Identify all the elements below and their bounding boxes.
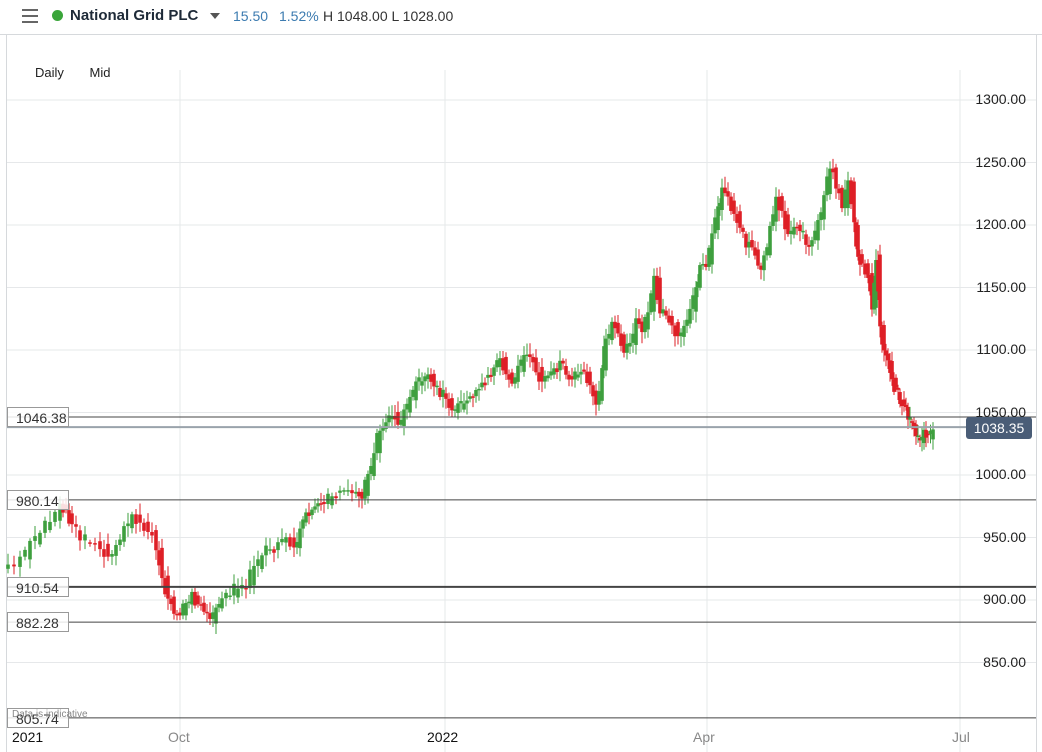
y-axis-tick-label: 950.00 <box>983 528 1026 545</box>
y-axis-tick-label: 1100.00 <box>976 341 1026 357</box>
disclaimer: Data is indicative <box>12 709 88 720</box>
chart-controls: Daily Mid <box>35 65 132 80</box>
price-change-percent: 1.52% <box>279 8 319 24</box>
interval-selector[interactable]: Daily <box>35 65 64 80</box>
x-axis-tick-label: Oct <box>168 729 190 745</box>
market-status-dot-icon <box>52 10 63 21</box>
y-axis-tick-label: 900.00 <box>983 591 1026 607</box>
horizontal-line-label[interactable]: 910.54 <box>7 576 69 597</box>
instrument-dropdown-caret-icon[interactable] <box>210 13 220 19</box>
horizontal-line-label[interactable]: 980.14 <box>7 489 69 510</box>
y-axis-tick-label: 1050.00 <box>975 403 1026 420</box>
hamburger-menu-icon[interactable] <box>22 9 38 23</box>
y-axis-tick-label: 1000.00 <box>975 466 1026 482</box>
x-axis-tick-label: Jul <box>952 729 970 745</box>
y-axis-tick-label: 1250.00 <box>975 153 1026 170</box>
chart-right-border <box>1036 34 1037 752</box>
price-change: 15.50 <box>233 8 269 24</box>
instrument-header: National Grid PLC 15.50 1.52% H 1048.00 … <box>0 0 1042 35</box>
chart-left-border <box>6 34 7 752</box>
high-low: H 1048.00 L 1028.00 <box>323 8 454 24</box>
y-axis-tick-label: 850.00 <box>983 653 1026 670</box>
price-type-selector[interactable]: Mid <box>89 65 111 80</box>
candlestick-chart[interactable] <box>0 34 1042 752</box>
horizontal-line-label[interactable]: 1046.38 <box>7 407 69 428</box>
horizontal-line-label[interactable]: 882.28 <box>7 612 69 633</box>
x-axis-tick-label: 2021 <box>12 729 44 745</box>
x-axis-tick-label: Apr <box>693 729 715 745</box>
y-axis-tick-label: 1150.00 <box>976 278 1026 295</box>
x-axis-tick-label: 2022 <box>427 729 459 745</box>
instrument-name[interactable]: National Grid PLC <box>70 7 199 24</box>
horizontal-line-label[interactable]: 805.74 <box>7 707 69 728</box>
y-axis-tick-label: 1300.00 <box>975 91 1026 107</box>
current-price-tag: 1038.35 <box>966 417 1032 439</box>
y-axis-tick-label: 1200.00 <box>975 216 1026 232</box>
